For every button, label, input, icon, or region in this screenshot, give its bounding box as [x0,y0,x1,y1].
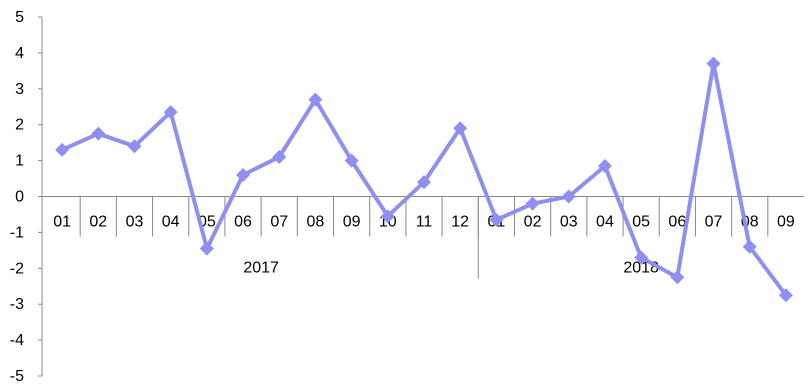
y-tick-label: -5 [10,368,24,385]
data-point [597,158,612,173]
y-tick-label: -2 [10,260,24,277]
y-tick-label: 1 [15,153,24,170]
x-axis: 0102030405060708091011120102030405060708… [42,196,804,279]
data-point [706,56,721,71]
x-tick-label: 07 [270,214,288,231]
x-tick-label: 08 [307,214,325,231]
x-tick-label: 01 [53,214,71,231]
y-tick-label: -4 [10,332,24,349]
x-tick-label: 04 [162,214,180,231]
data-point [417,175,431,190]
x-tick-label: 05 [632,214,650,231]
x-tick-label: 12 [451,214,469,231]
data-point [199,241,214,256]
data-point [163,105,178,120]
x-tick-label: 09 [777,214,795,231]
x-tick-label: 04 [596,214,614,231]
y-tick-label: -1 [10,224,24,241]
data-point [561,189,576,204]
data-point [778,288,793,303]
data-point [272,150,287,165]
series [55,56,793,303]
data-point [236,167,251,182]
x-tick-label: 06 [668,214,686,231]
y-tick-label: 0 [15,189,24,206]
data-point [634,250,649,265]
y-axis: 5 4 3 2 1 0 -1 -2 -3 -4 -5 [10,9,43,385]
y-tick-label: -3 [10,296,24,313]
y-tick-label: 4 [15,45,24,62]
data-point [453,121,468,136]
y-tick-label: 3 [15,81,24,98]
x-tick-label: 07 [705,214,723,231]
x-tick-label: 03 [126,214,144,231]
x-tick-label: 06 [234,214,252,231]
y-tick-label: 2 [15,117,24,134]
x-tick-label: 11 [416,214,433,231]
data-point [127,139,142,154]
data-point [525,196,540,211]
data-point [670,270,685,285]
y-tick-label: 5 [15,9,24,26]
x-group-label: 2017 [243,260,279,277]
data-point [344,153,359,168]
x-tick-label: 02 [89,214,107,231]
x-tick-label: 02 [524,214,542,231]
data-point [308,92,323,107]
x-tick-label: 09 [343,214,361,231]
data-point [91,126,106,141]
x-tick-label: 03 [560,214,578,231]
data-point [489,212,504,227]
data-point [742,239,757,254]
data-point [380,209,395,224]
data-point [55,142,70,157]
